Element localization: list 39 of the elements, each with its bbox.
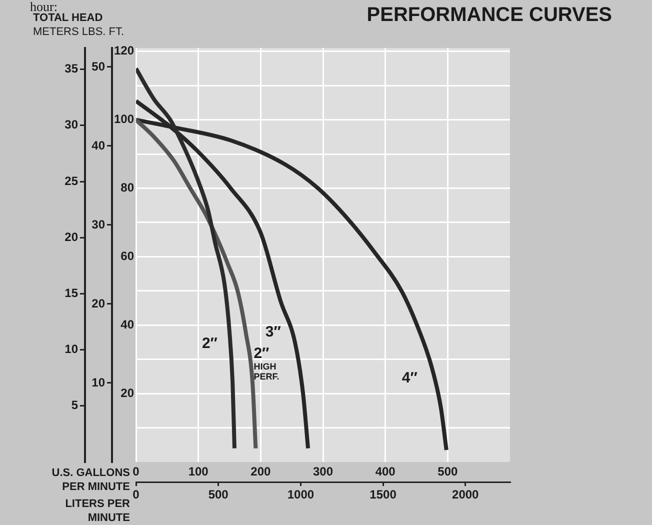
y3-tick-label: 25 <box>64 174 78 188</box>
y3-tick-label: 15 <box>64 286 78 300</box>
x-tick-label: 500 <box>438 464 458 479</box>
y-tick-label: 60 <box>120 249 134 264</box>
x-tick-label: 0 <box>132 464 140 479</box>
y2-tick-label: 40 <box>92 138 106 152</box>
x-tick-label: 100 <box>188 464 209 479</box>
x2-axis-title: LITERS PER MINUTE <box>64 497 130 525</box>
text: hour: <box>30 0 58 14</box>
x2-tick-label: 1500 <box>370 488 397 502</box>
text: METERS LBS. FT. <box>33 26 124 38</box>
series-label: 2″ <box>202 335 218 352</box>
y2-tick-label: 50 <box>92 59 106 74</box>
y-tick-label: 100 <box>114 112 134 126</box>
y3-tick-label: 35 <box>64 62 78 76</box>
y-tick-label: 20 <box>120 386 134 400</box>
x2-tick-label: 0 <box>132 488 140 502</box>
x-tick-label: 200 <box>250 464 271 479</box>
text: TOTAL HEAD <box>33 12 103 24</box>
y2-tick-label: 30 <box>92 217 106 232</box>
y3-tick-label: 20 <box>64 230 78 244</box>
y3-tick-label: 30 <box>64 118 78 132</box>
x-tick-label: 400 <box>375 464 396 479</box>
x-axis-title: U.S. GALLONS PER MINUTE <box>50 466 130 494</box>
x2-tick-label: 2000 <box>452 488 480 502</box>
y-tick-label: 40 <box>120 317 134 332</box>
y-tick-label: 120 <box>114 44 134 58</box>
y3-tick-label: 5 <box>71 398 78 412</box>
x2-tick-label: 500 <box>208 488 229 502</box>
series-label: 4″ <box>402 369 418 386</box>
x-tick-label: 300 <box>312 464 334 479</box>
y2-tick-label: 20 <box>92 296 106 310</box>
y2-tick-label: 10 <box>92 375 106 390</box>
y3-tick-label: 10 <box>64 342 78 356</box>
y-tick-label: 80 <box>120 180 134 195</box>
chart-title: PERFORMANCE CURVES <box>366 4 612 27</box>
series-label: 2″ HIGH PERF. <box>254 345 280 382</box>
series-label: 3″ <box>265 323 281 340</box>
x2-tick-label: 1000 <box>287 488 314 502</box>
